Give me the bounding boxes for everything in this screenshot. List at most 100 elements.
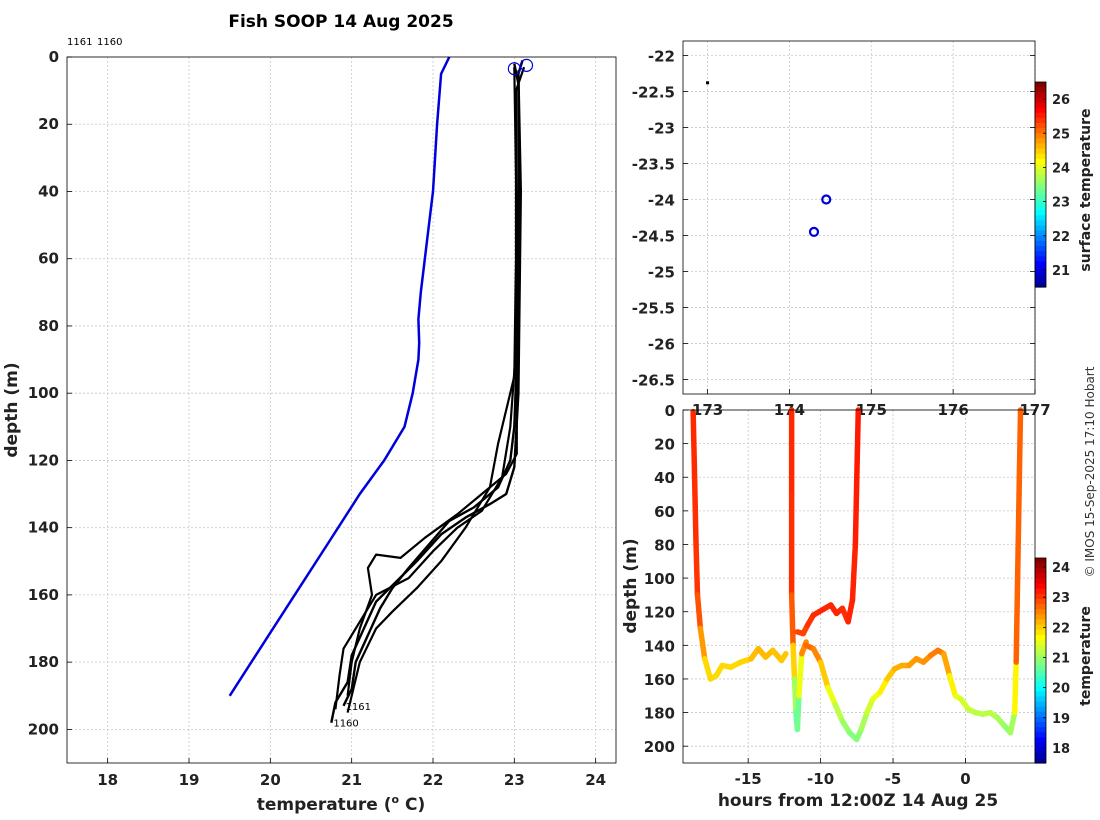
section-y-tick-label: 60 [654, 503, 675, 521]
profile-y-tick-label: 100 [28, 384, 59, 402]
section-colorbar-color-step [1035, 691, 1046, 697]
map-colorbar-color-step [1035, 256, 1046, 262]
section-colorbar-color-step [1035, 752, 1046, 759]
map-colorbar-color-step [1035, 251, 1046, 257]
profile-y-tick-label: 80 [38, 317, 59, 335]
section-colorbar-tick-label: 19 [1052, 712, 1070, 727]
section-x-tick-label: 0 [960, 770, 970, 788]
section-trace-segment [794, 693, 802, 733]
x-label-end: C) [399, 795, 425, 815]
section-trace-segment [788, 592, 796, 649]
map-y-tick-label: -24 [648, 191, 675, 209]
section-x-label: hours from 12:00Z 14 Aug 25 [718, 791, 998, 811]
section-colorbar-color-step [1035, 604, 1046, 610]
map-y-tick-label: -26.5 [632, 372, 675, 390]
profile-x-tick-label: 24 [585, 771, 606, 789]
map-colorbar-tick-label: 25 [1052, 127, 1070, 142]
section-y-ticks: 0 20 40 60 80 100 120 140 160 180 200 [644, 402, 688, 756]
map-colorbar-color-step [1035, 281, 1046, 288]
map-y-ticks: -22 -22.5 -23 -23.5 -24 -24.5 -25 -25.5 -26 -26.5 [632, 47, 1035, 390]
section-colorbar-color-step [1035, 583, 1046, 590]
map-colorbar-color-step [1035, 133, 1046, 139]
profile-x-tick-label: 18 [97, 771, 118, 789]
map-colorbar-color-step [1035, 194, 1046, 201]
section-colorbar-color-step [1035, 727, 1046, 733]
section-colorbar-color-step [1035, 742, 1046, 749]
map-y-tick-label: -22 [648, 47, 675, 65]
profile-y-tick-label: 160 [28, 586, 59, 604]
section-trace-segment [1014, 491, 1022, 581]
map-colorbar-color-step [1035, 143, 1046, 150]
start-markers [507, 58, 534, 76]
map-colorbar-label: surface temperature [1078, 108, 1094, 271]
section-colorbar-color-step [1035, 609, 1046, 615]
map-y-tick-label: -23.5 [632, 155, 675, 173]
map-colorbar-color-step [1035, 87, 1046, 93]
section-trace-segment [697, 625, 708, 662]
map-colorbar-tick-label: 26 [1052, 93, 1070, 108]
section-trace-segment [690, 408, 698, 480]
section-y-tick-label: 140 [644, 637, 675, 655]
profile-y-tick-label: 20 [38, 115, 59, 133]
section-trace-segment [849, 541, 859, 603]
section-trace-segment [852, 474, 860, 548]
section-colorbar-color-step [1035, 645, 1046, 651]
section-traces [690, 407, 1024, 743]
section-colorbar-tick-label: 23 [1052, 591, 1070, 606]
section-trace-segment [691, 474, 699, 548]
section-colorbar-color-step [1035, 747, 1046, 754]
map-colorbar-color-step [1035, 138, 1046, 145]
x-label-start: temperature ( [257, 795, 392, 815]
section-trace-segment [854, 407, 862, 480]
section-colorbar-tick-label: 21 [1052, 651, 1070, 666]
section-y-tick-label: 180 [644, 705, 675, 723]
map-colorbar-color-step [1035, 123, 1046, 129]
profile-x-tick-label: 19 [179, 771, 200, 789]
section-colorbar-label: temperature [1078, 606, 1094, 706]
section-trace-segment [790, 642, 798, 682]
section-trace-segment [701, 656, 714, 682]
map-colorbar-color-step [1035, 179, 1046, 186]
section-y-tick-label: 120 [644, 604, 675, 622]
map-colorbar-color-step [1035, 102, 1046, 109]
profile-x-label: temperature (o C) [257, 793, 426, 815]
map-colorbar-color-step [1035, 92, 1046, 98]
map-colorbar-color-step [1035, 82, 1046, 88]
section-y-tick-label: 20 [654, 436, 675, 454]
section-panel: 0 20 40 60 80 100 120 140 160 180 200 -15 -10 -5 0 18… [621, 402, 1094, 811]
start-marker [507, 62, 521, 76]
chart-title: Fish SOOP 14 Aug 2025 [228, 12, 453, 32]
map-colorbar-color-step [1035, 220, 1046, 227]
profile-y-tick-label: 120 [28, 451, 59, 469]
section-colorbar-color-step [1035, 558, 1046, 564]
map-y-tick-label: -25.5 [632, 300, 675, 318]
section-colorbar-color-step [1035, 686, 1046, 692]
map-colorbar-color-step [1035, 261, 1046, 268]
section-colorbar-color-step [1035, 588, 1046, 595]
profile-x-ticks: 18 19 20 21 22 23 24 [97, 758, 606, 789]
profile-x-tick-label: 20 [260, 771, 281, 789]
map-position-marker [821, 194, 832, 205]
section-colorbar-color-step [1035, 675, 1046, 682]
map-colorbar-color-step [1035, 210, 1046, 216]
section-y-tick-label: 80 [654, 536, 675, 554]
section-colorbar-color-step [1035, 640, 1046, 646]
profile-panel: 1161 1160 18 19 20 21 22 23 24 0 20 40 60 80 100 120 1… [2, 12, 617, 815]
section-colorbar-color-step [1035, 650, 1046, 656]
section-colorbar-color-step [1035, 670, 1046, 677]
section-trace-segment [825, 684, 838, 707]
profile-y-tick-label: 180 [28, 653, 59, 671]
profile-y-tick-label: 200 [28, 720, 59, 738]
profile-line-1161 [342, 63, 520, 707]
map-colorbar-tick-label: 23 [1052, 196, 1070, 211]
map-colorbar-color-step [1035, 215, 1046, 221]
map-colorbar-color-step [1035, 164, 1046, 170]
section-colorbar-color-step [1035, 660, 1046, 667]
section-colorbar-color-step [1035, 681, 1046, 687]
section-colorbar-color-step [1035, 716, 1046, 723]
profile-y-ticks: 0 20 40 60 80 100 120 140 160 180 200 [28, 48, 72, 738]
section-trace-segment [796, 650, 805, 699]
section-colorbar-color-step [1035, 665, 1046, 672]
profile-x-tick-label: 23 [504, 771, 525, 789]
